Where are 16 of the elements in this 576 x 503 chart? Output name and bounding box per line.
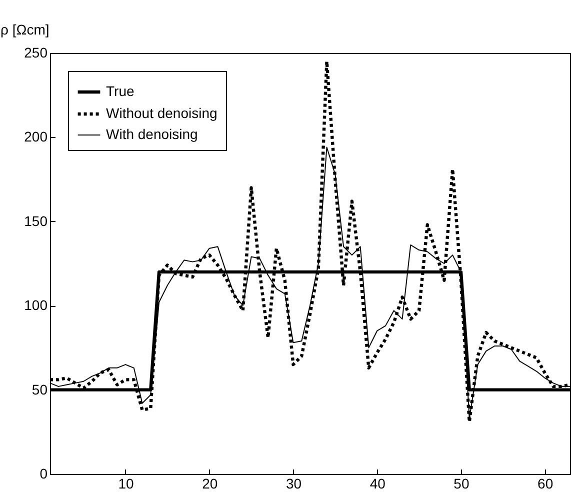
legend-label: True [106, 83, 134, 99]
x-tick-label: 60 [538, 476, 554, 492]
x-tick-label: 50 [454, 476, 470, 492]
y-tick-label: 250 [24, 44, 48, 60]
x-tick-label: 30 [286, 476, 302, 492]
y-tick-label: 150 [24, 212, 48, 229]
y-axis-title: ρ [Ωcm] [0, 22, 50, 38]
x-tick-label: 20 [202, 476, 218, 492]
legend-label: Without denoising [106, 105, 218, 121]
y-tick-label: 100 [24, 297, 48, 314]
x-tick-label: 40 [370, 476, 386, 492]
x-tick-label: 10 [118, 476, 134, 492]
y-tick-label: 0 [40, 466, 48, 482]
y-tick-label: 50 [32, 381, 48, 398]
y-tick-label: 200 [24, 128, 48, 145]
legend-label: With denoising [106, 126, 198, 142]
